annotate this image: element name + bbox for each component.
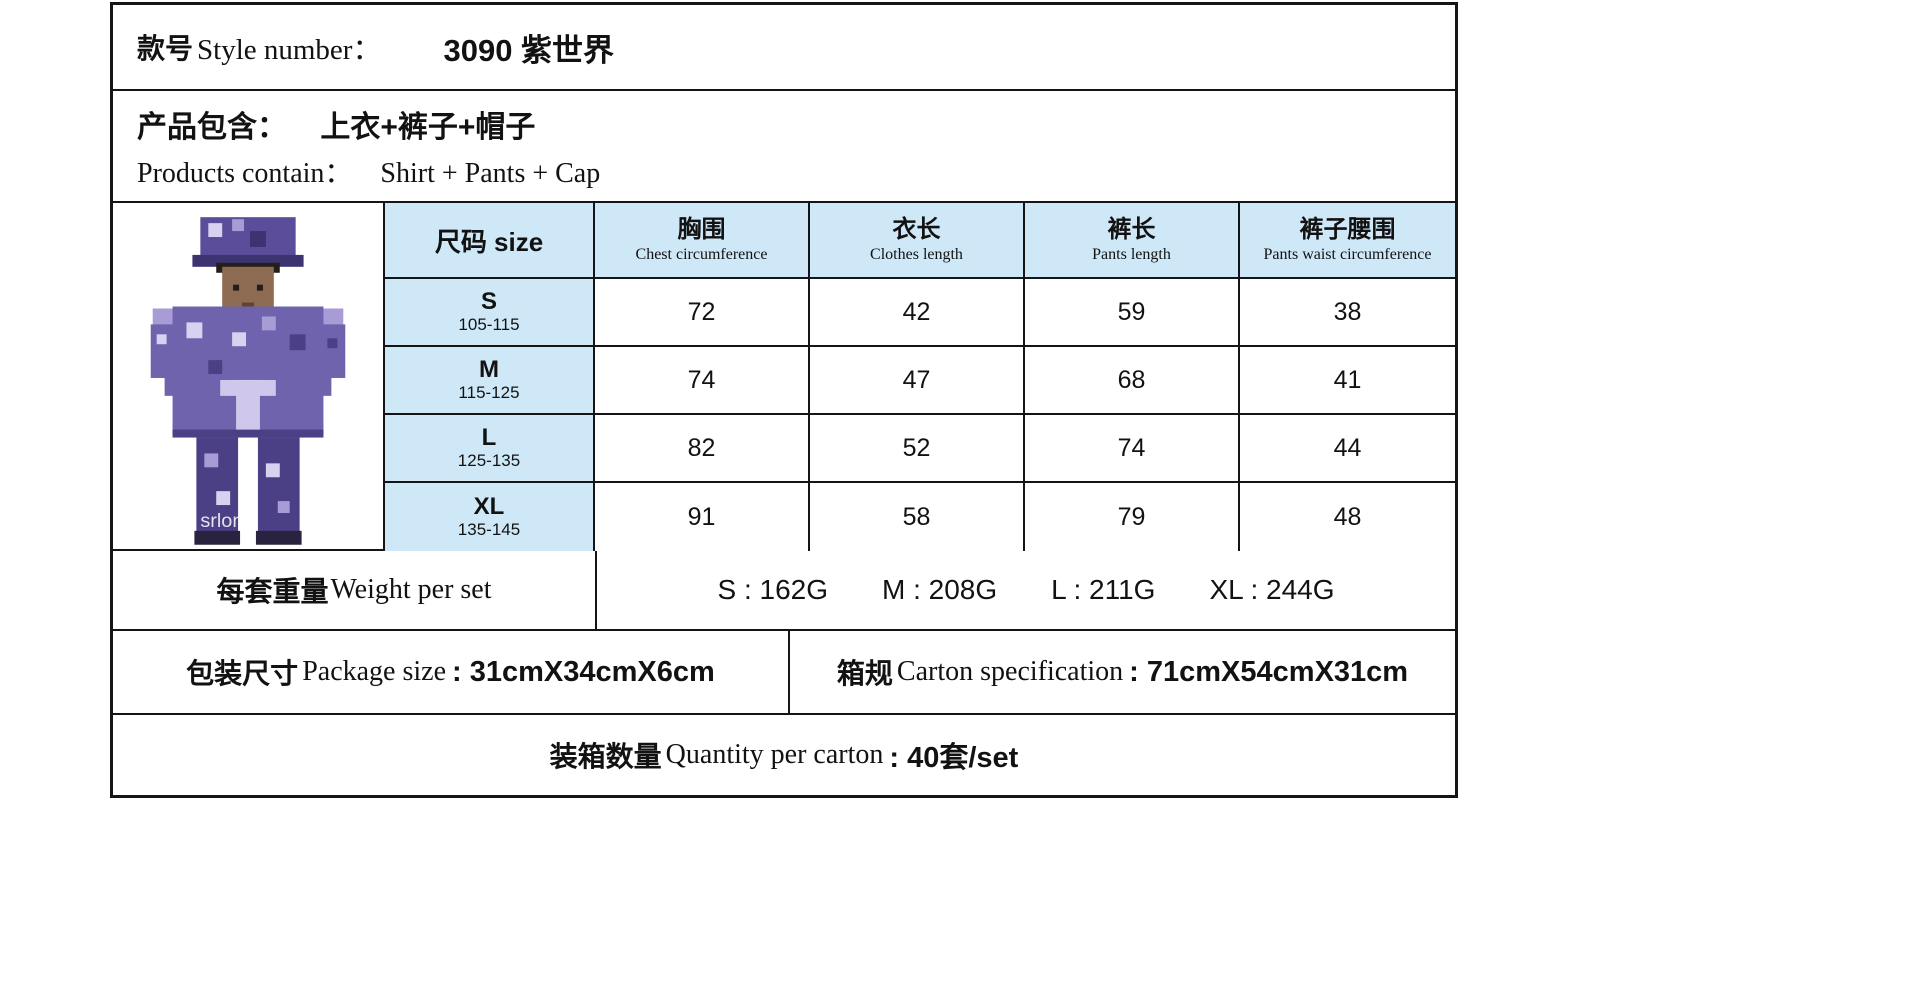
quantity-row: 装箱数量 Quantity per carton : 40套/set	[113, 713, 1455, 795]
value-cell: 74	[595, 347, 810, 415]
size-table-header-chest: 胸围 Chest circumference	[595, 203, 810, 279]
clothes-value-m: 47	[902, 365, 931, 394]
waist-value-l: 44	[1333, 433, 1362, 462]
style-number-value: 3090 紫世界	[443, 32, 615, 68]
size-cell-m: M 115-125	[385, 347, 595, 415]
size-range: 105-115	[458, 315, 520, 335]
products-contain-line-en: Products contain： Shirt + Pants + Cap	[137, 157, 601, 189]
carton-spec-label-en: Carton specification	[896, 656, 1124, 687]
value-cell: 74	[1025, 415, 1240, 483]
pants-value-s: 59	[1117, 297, 1146, 326]
carton-spec-label-cn: 箱规	[836, 658, 893, 689]
package-size-value: : 31cmX34cmX6cm	[452, 655, 715, 688]
waist-value-m: 41	[1333, 365, 1362, 394]
size-header-label: 尺码 size	[434, 226, 544, 257]
value-cell: 68	[1025, 347, 1240, 415]
value-cell: 58	[810, 483, 1025, 551]
quantity-value: : 40套/set	[889, 742, 1019, 774]
style-number-row: 款号 Style number： 3090 紫世界	[113, 5, 1455, 89]
size-cell-xl: XL 135-145	[385, 483, 595, 551]
package-size-cell: 包装尺寸 Package size : 31cmX34cmX6cm	[113, 631, 790, 713]
weight-value-l: L : 211G	[1051, 574, 1156, 605]
value-cell: 91	[595, 483, 810, 551]
header-clothes-en: Clothes length	[870, 246, 963, 264]
header-waist-cn: 裤子腰围	[1299, 215, 1396, 243]
value-cell: 38	[1240, 279, 1455, 347]
header-clothes-cn: 衣长	[892, 215, 941, 243]
header-pants-en: Pants length	[1092, 246, 1171, 264]
weight-value-s: S : 162G	[717, 574, 828, 605]
size-letter: XL	[473, 493, 505, 521]
size-table-header-pants: 裤长 Pants length	[1025, 203, 1240, 279]
weight-value-xl: XL : 244G	[1209, 574, 1335, 605]
weight-row: 每套重量 Weight per set S : 162G M : 208G L …	[113, 549, 1455, 629]
value-cell: 72	[595, 279, 810, 347]
size-letter: L	[481, 424, 497, 452]
header-pants-cn: 裤长	[1107, 215, 1156, 243]
value-cell: 42	[810, 279, 1025, 347]
chest-value-m: 74	[687, 365, 716, 394]
size-letter: S	[480, 288, 497, 316]
carton-spec-cell: 箱规 Carton specification : 71cmX54cmX31cm	[790, 631, 1455, 713]
package-size-label-en: Package size	[302, 656, 447, 687]
pants-value-l: 74	[1117, 433, 1146, 462]
value-cell: 44	[1240, 415, 1455, 483]
chest-value-xl: 91	[687, 502, 716, 531]
value-cell: 47	[810, 347, 1025, 415]
size-range: 115-125	[458, 383, 520, 403]
waist-value-xl: 48	[1333, 502, 1362, 531]
size-table: 尺码 size 胸围 Chest circumference 衣长 Clothe…	[385, 203, 1455, 551]
photo-watermark: srlon	[200, 510, 243, 532]
size-letter: M	[479, 356, 499, 384]
pants-value-m: 68	[1117, 365, 1146, 394]
products-contain-line-cn: 产品包含： 上衣+裤子+帽子	[137, 110, 536, 144]
weight-value-m: M : 208G	[882, 574, 998, 605]
value-cell: 59	[1025, 279, 1240, 347]
value-cell: 52	[810, 415, 1025, 483]
waist-value-s: 38	[1333, 297, 1362, 326]
size-range: 125-135	[457, 451, 521, 471]
quantity-label-cn: 装箱数量	[549, 741, 662, 772]
header-waist-en: Pants waist circumference	[1263, 246, 1432, 264]
package-row: 包装尺寸 Package size : 31cmX34cmX6cm 箱规 Car…	[113, 629, 1455, 713]
size-cell-s: S 105-115	[385, 279, 595, 347]
clothes-value-l: 52	[902, 433, 931, 462]
pants-value-xl: 79	[1117, 502, 1146, 531]
weight-label-cell: 每套重量 Weight per set	[113, 551, 597, 629]
value-cell: 82	[595, 415, 810, 483]
carton-spec-value: : 71cmX54cmX31cm	[1129, 655, 1409, 688]
style-number-label-cn: 款号	[137, 33, 194, 64]
chest-value-s: 72	[687, 297, 716, 326]
header-chest-en: Chest circumference	[635, 246, 768, 264]
weight-label-en: Weight per set	[330, 574, 492, 605]
size-table-header-clothes: 衣长 Clothes length	[810, 203, 1025, 279]
clothes-value-xl: 58	[902, 502, 931, 531]
weight-values-cell: S : 162G M : 208G L : 211G XL : 244G	[597, 551, 1455, 629]
product-photo: srlon	[150, 217, 346, 545]
chest-value-l: 82	[687, 433, 716, 462]
size-table-header-waist: 裤子腰围 Pants waist circumference	[1240, 203, 1455, 279]
size-table-header-size: 尺码 size	[385, 203, 595, 279]
products-contain-row: 产品包含： 上衣+裤子+帽子 Products contain： Shirt +…	[113, 89, 1455, 201]
size-cell-l: L 125-135	[385, 415, 595, 483]
quantity-label-en: Quantity per carton	[665, 739, 884, 770]
style-number-label-en: Style number：	[197, 34, 382, 66]
spec-sheet: 款号 Style number： 3090 紫世界 产品包含： 上衣+裤子+帽子…	[110, 2, 1458, 798]
clothes-value-s: 42	[902, 297, 931, 326]
size-range: 135-145	[457, 520, 521, 540]
product-photo-cell: srlon	[113, 203, 385, 549]
size-chart-section: srlon 尺码 size 胸围 Chest circumference 衣长 …	[113, 201, 1455, 551]
package-size-label-cn: 包装尺寸	[186, 658, 299, 689]
value-cell: 48	[1240, 483, 1455, 551]
header-chest-cn: 胸围	[677, 215, 726, 243]
value-cell: 79	[1025, 483, 1240, 551]
weight-label-cn: 每套重量	[216, 576, 329, 607]
value-cell: 41	[1240, 347, 1455, 415]
